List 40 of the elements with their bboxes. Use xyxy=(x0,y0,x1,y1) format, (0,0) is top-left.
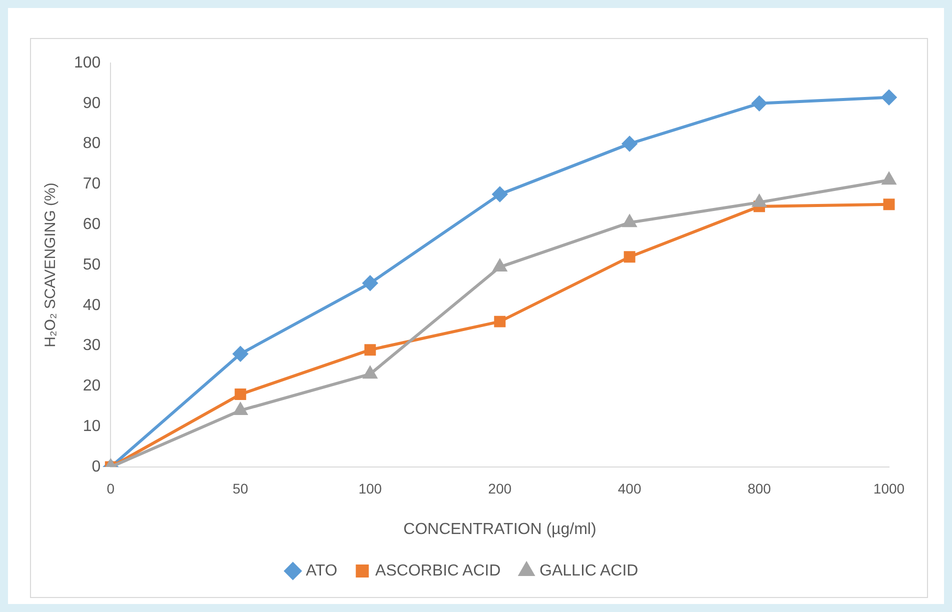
point xyxy=(232,346,248,362)
point xyxy=(234,388,246,400)
legend-label: GALLIC ACID xyxy=(540,562,638,580)
point xyxy=(364,344,376,356)
point xyxy=(363,366,377,379)
point xyxy=(622,136,638,152)
y-tick-label: 90 xyxy=(82,94,101,112)
x-tick-label: 200 xyxy=(488,480,512,496)
point xyxy=(362,276,378,291)
point xyxy=(494,316,506,328)
y-tick-label: 20 xyxy=(82,378,101,395)
x-tick-label: 800 xyxy=(748,480,772,496)
point xyxy=(493,260,507,272)
y-tick-label: 100 xyxy=(74,54,101,72)
point xyxy=(882,172,896,185)
x-axis-title: CONCENTRATION (µg/ml) xyxy=(403,520,596,538)
y-tick-label: 70 xyxy=(82,176,101,193)
point xyxy=(234,402,248,415)
x-tick-label: 400 xyxy=(618,480,642,496)
y-tick-label: 80 xyxy=(82,135,101,152)
point xyxy=(622,215,636,228)
point xyxy=(883,198,895,210)
y-tick-label: 50 xyxy=(82,256,101,274)
point xyxy=(624,251,636,263)
y-tick-label: 0 xyxy=(92,458,101,476)
x-tick-label: 50 xyxy=(232,480,248,496)
legend-label: ATO xyxy=(306,562,338,580)
x-tick-label: 0 xyxy=(106,480,115,496)
legend-label: ASCORBIC ACID xyxy=(375,562,501,580)
y-axis-title: H₂O₂ SCAVENGING (%) xyxy=(42,182,60,348)
y-tick-label: 60 xyxy=(82,216,101,234)
x-tick-label: 1000 xyxy=(873,480,905,496)
point xyxy=(492,186,508,202)
point xyxy=(882,90,896,105)
y-tick-label: 30 xyxy=(82,337,101,354)
y-tick-label: 40 xyxy=(82,296,101,314)
y-tick-label: 10 xyxy=(82,418,101,436)
x-tick-label: 100 xyxy=(358,480,382,496)
point xyxy=(752,96,767,111)
point xyxy=(752,194,766,207)
